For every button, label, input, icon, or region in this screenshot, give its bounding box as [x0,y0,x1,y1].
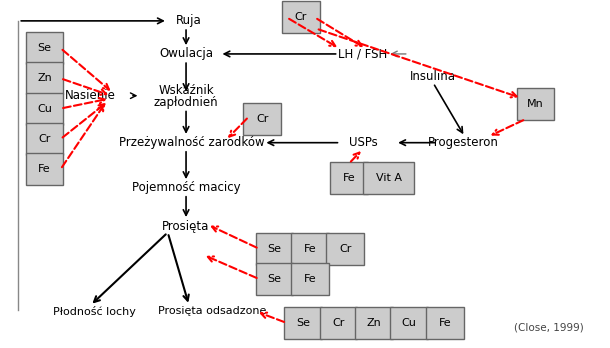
FancyBboxPatch shape [355,307,393,339]
FancyBboxPatch shape [426,307,464,339]
FancyBboxPatch shape [362,162,415,194]
Text: Progesteron: Progesteron [428,136,499,149]
FancyBboxPatch shape [26,153,63,185]
FancyBboxPatch shape [326,233,364,265]
Text: Cr: Cr [332,318,345,328]
Text: Płodność lochy: Płodność lochy [53,306,136,317]
Text: Fe: Fe [304,244,316,254]
Text: Zn: Zn [37,73,52,83]
FancyBboxPatch shape [26,93,63,125]
FancyBboxPatch shape [26,123,63,155]
Text: Prosięta odsadzone: Prosięta odsadzone [158,307,267,316]
Text: Cu: Cu [37,104,52,113]
FancyBboxPatch shape [390,307,428,339]
Text: Se: Se [268,274,281,284]
FancyBboxPatch shape [291,263,329,295]
FancyBboxPatch shape [26,32,63,64]
Text: Vit A: Vit A [376,173,401,183]
Text: Owulacja: Owulacja [159,47,213,61]
Text: Fe: Fe [38,165,51,174]
Text: LH / FSH: LH / FSH [339,47,387,61]
FancyBboxPatch shape [284,307,322,339]
FancyBboxPatch shape [256,233,293,265]
Text: Przeżywalność zarodków: Przeżywalność zarodków [120,136,265,149]
Text: USPs: USPs [348,136,378,149]
Text: Fe: Fe [439,318,451,328]
Text: Nasienie: Nasienie [65,89,116,102]
Text: Se: Se [268,244,281,254]
FancyBboxPatch shape [282,1,320,33]
Text: Zn: Zn [367,318,381,328]
Text: Mn: Mn [527,100,544,109]
Text: Se: Se [38,43,51,53]
Text: Cr: Cr [339,244,351,254]
Text: Cr: Cr [38,134,51,144]
FancyBboxPatch shape [517,88,554,120]
Text: (Close, 1999): (Close, 1999) [514,323,584,333]
FancyBboxPatch shape [291,233,329,265]
Text: Insulina: Insulina [410,70,456,83]
Text: Fe: Fe [304,274,316,284]
Text: zapłodnień: zapłodnień [154,96,218,109]
Text: Wskaźnik: Wskaźnik [158,84,214,97]
Text: Cu: Cu [402,318,417,328]
Text: Prosięta: Prosięta [162,220,210,233]
Text: Ruja: Ruja [176,14,202,27]
Text: Pojemność macicy: Pojemność macicy [132,181,240,195]
Text: Cr: Cr [256,114,268,124]
Text: Fe: Fe [343,173,355,183]
Text: Cr: Cr [295,13,307,22]
Text: Se: Se [296,318,310,328]
FancyBboxPatch shape [330,162,368,194]
FancyBboxPatch shape [320,307,357,339]
FancyBboxPatch shape [26,62,63,94]
FancyBboxPatch shape [256,263,293,295]
FancyBboxPatch shape [243,103,281,135]
